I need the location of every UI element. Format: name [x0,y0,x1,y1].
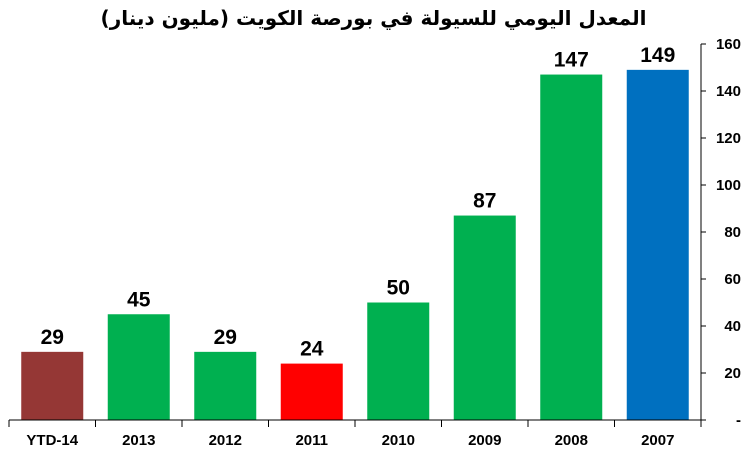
data-label-2010: 50 [387,277,410,300]
bar-2011 [280,363,343,420]
y-tick-label-20: 20 [724,365,741,382]
bars-group [21,69,689,421]
x-tick-label-ytd-14: YTD-14 [26,432,78,449]
chart-title: المعدل اليومي للسيولة في بورصة الكويت (م… [100,6,647,30]
x-tick-label-2012: 2012 [209,432,242,449]
bar-2010 [367,302,430,420]
x-tick-label-2009: 2009 [468,432,501,449]
y-axis: - 20 40 60 80 100 120 140 160 [700,36,741,429]
y-tick-label-140: 140 [716,83,741,100]
y-tick-label-0: - [736,412,741,429]
x-tick-label-2011: 2011 [295,432,328,449]
y-tick-label-120: 120 [716,130,741,147]
y-tick-label-60: 60 [724,271,741,288]
data-label-2007: 149 [640,44,675,67]
bar-2013 [107,314,170,420]
data-label-2008: 147 [554,49,589,72]
bar-2012 [194,351,257,420]
y-tick-label-100: 100 [716,177,741,194]
y-tick-label-160: 160 [716,36,741,53]
data-label-ytd-14: 29 [41,326,64,349]
data-label-2013: 45 [127,288,151,311]
x-axis: YTD-14 2013 2012 2011 2010 2009 2008 2007 [8,419,702,449]
bar-2008 [540,74,603,421]
data-labels-group: 29 45 29 24 50 87 147 149 [41,44,676,361]
x-tick-label-2007: 2007 [641,432,674,449]
bar-2007 [626,69,689,420]
data-label-2011: 24 [300,338,324,361]
x-tick-label-2010: 2010 [382,432,415,449]
bar-2009 [453,215,516,420]
x-tick-label-2013: 2013 [122,432,155,449]
y-tick-label-80: 80 [724,224,741,241]
data-label-2012: 29 [214,326,237,349]
x-tick-label-2008: 2008 [555,432,588,449]
y-tick-label-40: 40 [724,318,741,335]
data-label-2009: 87 [473,190,496,213]
bar-ytd-14 [21,351,84,420]
